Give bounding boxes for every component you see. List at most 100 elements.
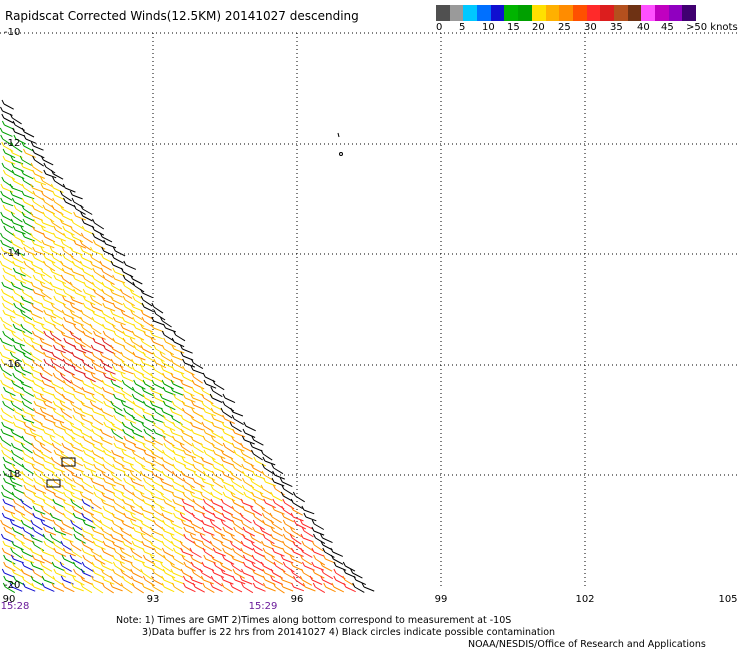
wind-barb (212, 558, 224, 565)
wind-barb (94, 236, 105, 243)
wind-barb-flag (221, 512, 225, 518)
wind-barb-flag (31, 323, 35, 329)
wind-barb-flag (9, 393, 13, 399)
wind-barb-flag (100, 253, 104, 259)
wind-barb-flag (140, 568, 144, 574)
wind-barb-flag (260, 505, 264, 511)
wind-barb-flag (51, 442, 55, 448)
wind-barb (92, 362, 104, 369)
wind-barb-flag (301, 568, 304, 574)
wind-barb (5, 565, 16, 572)
wind-barb-flag (2, 372, 6, 378)
wind-barb (21, 306, 33, 313)
wind-barb-flag (190, 421, 194, 427)
wind-barb-flag (253, 498, 257, 504)
wind-barb-flag (110, 421, 114, 427)
wind-barb-flag (211, 477, 215, 483)
wind-barb (82, 348, 93, 354)
wind-barb-flag (161, 526, 165, 532)
wind-barb-flag (133, 379, 137, 385)
wind-barb-flag (30, 351, 33, 357)
wind-barb (41, 376, 53, 383)
wind-barb-flag (39, 281, 43, 287)
wind-barb-flag (233, 526, 237, 532)
wind-barb-flag (120, 365, 124, 371)
wind-barb-flag (102, 344, 106, 350)
wind-barb (43, 194, 54, 202)
wind-barb (14, 439, 26, 446)
wind-barb-flag (2, 540, 6, 546)
wind-barb (11, 187, 23, 193)
wind-barb-flag (72, 393, 76, 399)
legend-label: 10 (482, 22, 495, 33)
wind-barb (55, 299, 66, 306)
wind-barb (142, 474, 153, 481)
wind-barb-flag (81, 512, 85, 518)
wind-barb-flag (241, 463, 245, 469)
wind-barb (152, 495, 164, 501)
wind-barb-flag (42, 463, 46, 469)
wind-barb-flag (180, 372, 184, 378)
wind-barb (75, 341, 86, 348)
wind-barb-flag (70, 484, 74, 490)
wind-barb (202, 446, 214, 452)
wind-barb (41, 341, 53, 347)
lon-label: 90 (2, 594, 16, 605)
wind-barb-flag (259, 491, 263, 497)
wind-barb-flag (130, 505, 134, 511)
wind-barb (21, 271, 32, 279)
wind-barb (43, 390, 54, 396)
wind-barb-flag (3, 554, 7, 560)
wind-barb (72, 236, 84, 243)
wind-barb (63, 474, 73, 482)
wind-barb (23, 376, 34, 383)
wind-barb-flag (32, 253, 35, 259)
wind-barb (163, 348, 174, 356)
wind-barb (102, 565, 113, 572)
wind-barb (302, 551, 313, 558)
wind-barb-flag (2, 267, 6, 273)
wind-barb-flag (9, 190, 13, 196)
wind-barb-flag (149, 540, 153, 546)
wind-barb (152, 467, 164, 474)
wind-barb (295, 579, 305, 587)
wind-barb-flag (62, 365, 66, 371)
wind-barb (22, 516, 33, 524)
wind-barb-flag (191, 407, 195, 413)
wind-barb-flag (201, 393, 205, 399)
wind-barb-flag (30, 421, 34, 427)
wind-barb (212, 523, 222, 531)
wind-barb (174, 474, 185, 482)
wind-barb-flag (31, 330, 35, 336)
wind-barb (114, 572, 125, 580)
wind-barb (172, 362, 184, 369)
wind-barb-flag (290, 568, 294, 574)
wind-barb-flag (159, 393, 163, 399)
wind-barb-flag (59, 190, 63, 196)
wind-barb-flag (52, 176, 56, 182)
wind-barb (34, 278, 46, 285)
wind-barb (2, 341, 13, 347)
wind-barb (134, 530, 146, 536)
wind-barb-flag (163, 442, 167, 448)
wind-barb-flag (193, 540, 197, 546)
wind-barb-flag (282, 547, 286, 553)
wind-barb-flag (220, 407, 224, 413)
wind-barb (124, 488, 135, 496)
wind-barb (44, 495, 55, 502)
wind-barb-flag (73, 211, 77, 217)
wind-barb-flag (11, 463, 15, 469)
wind-barb-flag (120, 372, 124, 378)
wind-barb-flag (53, 526, 57, 532)
wind-barb-flag (280, 554, 284, 560)
wind-barb-flag (83, 372, 87, 378)
wind-barb-flag (212, 547, 216, 553)
wind-barb (132, 474, 142, 482)
wind-barb (134, 404, 146, 411)
wind-barb (75, 243, 87, 249)
wind-barb (75, 348, 87, 354)
wind-barb-flag (260, 561, 264, 567)
wind-barb (85, 397, 97, 403)
wind-barb-flag (101, 379, 105, 385)
wind-barb (193, 362, 204, 370)
